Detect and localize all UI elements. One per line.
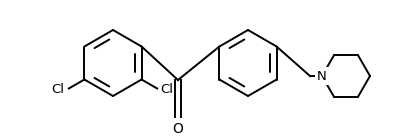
Text: O: O <box>172 122 184 136</box>
Text: N: N <box>317 70 327 83</box>
Text: Cl: Cl <box>161 83 174 96</box>
Text: Cl: Cl <box>51 83 64 96</box>
